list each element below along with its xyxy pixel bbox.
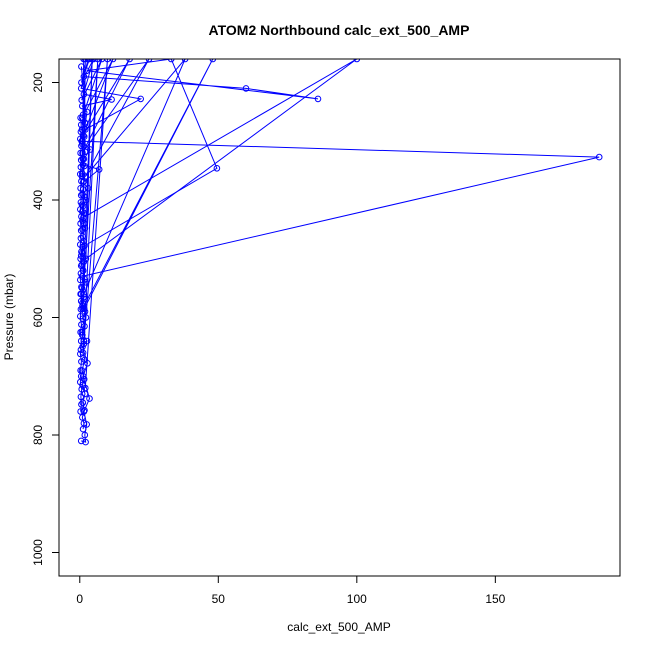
y-tick-label: 800	[31, 425, 45, 445]
data-point	[81, 242, 88, 250]
series-line	[80, 59, 186, 295]
data-point	[78, 63, 85, 70]
series-line	[81, 59, 358, 389]
data-point	[79, 111, 87, 119]
data-point	[213, 165, 221, 172]
chart-title: ATOM2 Northbound calc_ext_500_AMP	[209, 22, 470, 38]
data-point	[77, 234, 85, 242]
x-axis: 0 50 100 150	[76, 575, 506, 606]
data-point	[77, 437, 85, 445]
data-point	[78, 201, 86, 208]
data-point	[77, 149, 84, 157]
data-point	[81, 308, 89, 315]
plot-frame	[58, 58, 621, 577]
series-line	[80, 59, 600, 277]
y-tick-label: 1000	[31, 539, 45, 566]
data-point	[79, 315, 87, 323]
data-point	[137, 95, 144, 103]
data-point	[77, 276, 84, 284]
data-point	[79, 217, 86, 224]
data-point	[78, 248, 85, 255]
y-tick-label: 600	[31, 307, 45, 327]
data-point	[81, 193, 89, 201]
data-point	[77, 408, 84, 415]
data-point	[78, 142, 85, 150]
data-point	[79, 399, 87, 407]
y-tick-label: 400	[31, 190, 45, 210]
data-point	[80, 133, 88, 140]
data-point	[79, 170, 86, 177]
data-point	[80, 209, 88, 217]
series-6	[78, 111, 89, 433]
data-point	[78, 367, 86, 374]
data-point	[79, 140, 86, 148]
data-point	[95, 166, 103, 173]
data-point	[595, 153, 603, 161]
data-point	[81, 356, 89, 364]
data-point	[79, 381, 86, 389]
data-point	[81, 323, 88, 330]
data-point	[81, 390, 89, 398]
series-4	[78, 59, 361, 392]
data-point	[80, 420, 88, 427]
data-point	[80, 177, 88, 185]
data-point	[78, 126, 86, 133]
data-point	[78, 401, 85, 408]
data-point	[79, 267, 87, 274]
y-axis-label: Pressure (mbar)	[2, 274, 16, 361]
x-tick-label: 150	[485, 592, 505, 606]
data-point	[78, 284, 86, 292]
data-point	[81, 119, 89, 126]
data-point	[79, 249, 86, 257]
data-point	[79, 233, 87, 240]
data-point	[78, 385, 85, 393]
data-point	[80, 293, 88, 301]
data-point	[81, 148, 89, 156]
data-point	[81, 162, 88, 170]
data-point	[80, 340, 88, 348]
x-tick-label: 0	[76, 592, 83, 606]
data-point	[77, 241, 84, 248]
data-point	[79, 349, 87, 357]
data-point	[80, 258, 88, 266]
data-point	[79, 331, 86, 339]
y-tick-label: 200	[31, 72, 45, 92]
data-point	[314, 95, 322, 103]
x-tick-label: 50	[212, 592, 226, 606]
data-point	[81, 431, 89, 439]
data-point	[81, 407, 88, 414]
data-point	[79, 186, 87, 193]
data-point	[81, 224, 89, 232]
data-point	[79, 414, 86, 421]
data-point	[86, 395, 93, 402]
x-tick-label: 100	[347, 592, 367, 606]
data-point	[80, 375, 88, 383]
data-point	[82, 438, 89, 446]
series-layer	[77, 59, 603, 446]
series-line	[82, 59, 319, 248]
x-axis-label: calc_ext_500_AMP	[287, 620, 390, 634]
data-point	[79, 155, 87, 163]
data-point	[79, 299, 86, 307]
data-point	[242, 85, 250, 92]
y-axis: 200 400 600 800 1000	[31, 72, 60, 566]
data-point	[77, 297, 85, 305]
series-3	[78, 59, 189, 298]
data-point	[81, 276, 89, 283]
data-point	[77, 156, 85, 164]
